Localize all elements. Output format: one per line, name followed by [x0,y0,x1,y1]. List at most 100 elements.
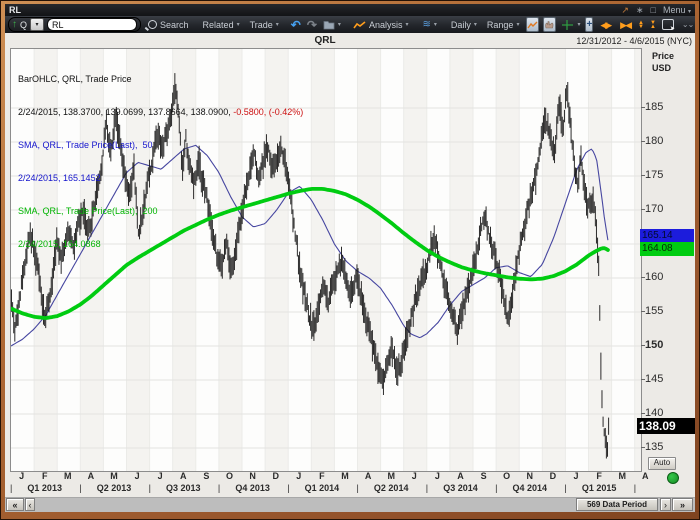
expand-vertical-button[interactable]: ▲ ▼ [637,18,645,32]
month-stripes [34,49,641,471]
auto-scale-button[interactable]: Auto [648,457,676,470]
legend-series-sma50: SMA, QRL, Trade Price(Last), 50 [18,140,153,150]
legend-ohlc-numbers: 2/24/2015, 138.3700, 139.0699, 137.8664,… [18,107,234,117]
y-tick-mark [641,413,645,414]
interval-button[interactable]: Daily ▾ [448,18,480,32]
search-icon [148,20,158,29]
y-tick-label: 170 [645,203,664,215]
chevron-down-icon: ▾ [473,21,477,28]
y-tick-label: 185 [645,101,664,113]
chart-legend: BarOHLC, QRL, Trade Price 2/24/2015, 138… [18,52,303,272]
quarter-label: Q2 2013 [96,483,132,493]
trade-button[interactable]: Trade ▾ [247,18,282,32]
sma50-price-badge: 165.14 [640,229,694,242]
layouts-button[interactable]: ▾ [322,18,342,32]
month-label: J [157,471,163,481]
chevron-down-icon: ▾ [433,21,437,28]
y-tick-mark [641,345,645,346]
pan-chart-button[interactable] [543,17,557,32]
scroll-jump-end-button[interactable]: » [672,498,693,511]
add-panel-button[interactable]: + [585,17,594,32]
symbol-type-dropdown[interactable]: ▾ [30,18,45,31]
month-label: N [526,471,534,481]
analysis-button[interactable]: Analysis ▾ [350,18,412,32]
last-price-badge: 138.09 [637,418,695,434]
month-label: F [596,471,602,481]
menu-label: Menu [662,5,686,15]
chevron-down-icon: ▾ [405,21,409,28]
price-chart[interactable] [10,48,642,472]
external-link-icon[interactable]: ↗ [621,5,629,15]
chevron-down-icon: ▾ [236,21,240,28]
crosshair-button[interactable]: ▾ [560,18,581,32]
axis-title: Price USD [652,50,674,74]
more-tools-button[interactable]: ⌄⌄ [679,18,696,32]
window-title: RL [9,5,21,15]
zoom-select-button[interactable] [661,18,675,32]
y-tick-mark [641,209,645,210]
undo-button[interactable]: ↶ [290,18,302,32]
toolbar: ↑ Q ▾ Search Related▾ Trade▾ ↶ ↷ ▾ Analy… [5,16,695,33]
redo-button[interactable]: ↷ [306,18,318,32]
quarter-label: Q4 2014 [512,483,548,493]
waves-icon: ≋ [422,18,431,30]
chevron-down-icon: ▾ [275,21,279,28]
compress-vertical-button[interactable]: ▼ ▲ [649,18,657,32]
month-label: J [434,471,440,481]
month-label: F [41,471,48,481]
y-tick-label: 145 [645,373,664,385]
month-label: S [203,471,210,481]
line-chart-icon [527,21,538,28]
y-tick-mark [641,447,645,448]
quarter-separator: | [425,483,429,493]
time-scrollbar[interactable]: « ‹ 569 Data Period › » [5,497,695,512]
double-chevron-icon: ⌄⌄ [681,20,694,29]
up-arrow-icon: ↑ [12,18,17,30]
expand-horizontal-button[interactable]: ◀▶ [597,18,613,32]
range-button[interactable]: Range ▾ [484,18,523,32]
month-label: D [272,471,279,481]
selection-box-icon [661,19,675,32]
data-period-button[interactable]: 569 Data Period [576,498,658,511]
analysis-label: Analysis [368,19,403,30]
pin-icon[interactable]: ∗ [635,5,644,15]
symbol-input[interactable] [47,18,138,31]
search-button[interactable]: Search [145,18,192,32]
y-tick-mark [641,107,645,108]
month-label: A [364,471,372,481]
window-restore-icon[interactable]: □ [650,5,656,15]
title-bar: RL ↗ ∗ □ Menu ▾ [5,4,695,16]
scroll-step-right-button[interactable]: › [660,498,671,511]
y-tick-label: 135 [645,441,664,453]
chart-style-button[interactable] [526,17,540,32]
sma200-line [11,186,610,320]
sma200-price-badge: 164.08 [640,242,694,256]
scroll-jump-start-button[interactable]: « [6,498,24,511]
sma50-line [11,144,609,347]
y-tick-label: 160 [645,271,664,283]
related-button[interactable]: Related ▾ [200,18,243,32]
month-label: J [411,471,417,481]
interval-label: Daily [450,19,471,30]
axis-title-price: Price [652,51,675,61]
quarter-separator: | [148,483,151,493]
month-label: M [110,471,118,481]
range-label: Range [486,19,514,30]
month-label: S [480,471,487,481]
scroll-step-left-button[interactable]: ‹ [25,498,35,511]
y-tick-mark [641,175,645,176]
compress-horizontal-button[interactable]: ▶◀ [617,18,633,32]
status-dot [667,472,679,484]
expand-vertical-icon: ▲ ▼ [638,19,644,30]
y-tick-label: 175 [645,169,664,181]
menu-button[interactable]: Menu ▾ [663,5,691,15]
quarter-separator: | [633,483,637,493]
quote-prefix: Q [20,19,28,30]
y-tick-mark [641,311,645,312]
legend-sma50-value: 2/24/2015, 165.1452 [18,173,101,183]
studies-button[interactable]: ≋ ▾ [419,18,439,32]
chart-date-range: 12/31/2012 - 4/6/2015 (NYC) [576,36,692,46]
trade-label: Trade [249,19,273,30]
search-label: Search [160,19,189,30]
quarter-separator: | [10,483,13,493]
